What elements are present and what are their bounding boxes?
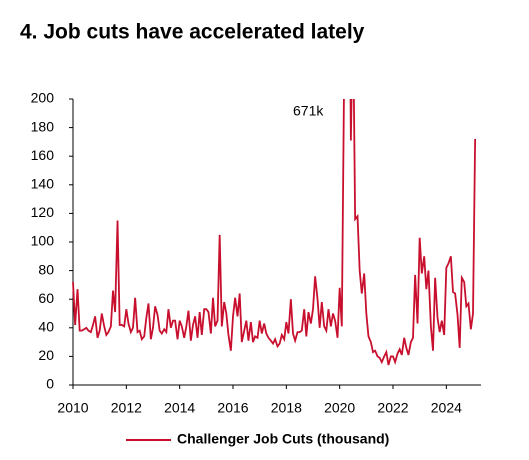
x-tick-label: 2010 [57,400,88,416]
x-tick-label: 2016 [217,400,248,416]
y-tick-label: 20 [38,347,54,363]
chart-title: 4. Job cuts have accelerated lately [20,21,365,44]
y-tick-label: 60 [38,290,54,306]
x-tick-label: 2014 [164,400,195,416]
y-tick-label: 0 [46,376,54,392]
y-tick-label: 40 [38,319,54,335]
y-tick-label: 140 [31,176,55,192]
y-tick-label: 200 [31,90,55,106]
annotation: 671k [293,103,324,119]
y-tick-label: 180 [31,118,55,134]
y-tick-label: 80 [38,261,54,277]
data-line [72,99,477,366]
y-tick-label: 100 [31,233,55,249]
x-tick-label: 2024 [431,400,462,416]
x-tick-label: 2012 [111,400,142,416]
legend-label: Challenger Job Cuts (thousand) [177,431,389,447]
y-tick-label: 120 [31,204,55,220]
x-tick-label: 2022 [377,400,408,416]
x-tick-label: 2018 [271,400,302,416]
y-tick-label: 160 [31,147,55,163]
x-tick-label: 2020 [324,400,355,416]
